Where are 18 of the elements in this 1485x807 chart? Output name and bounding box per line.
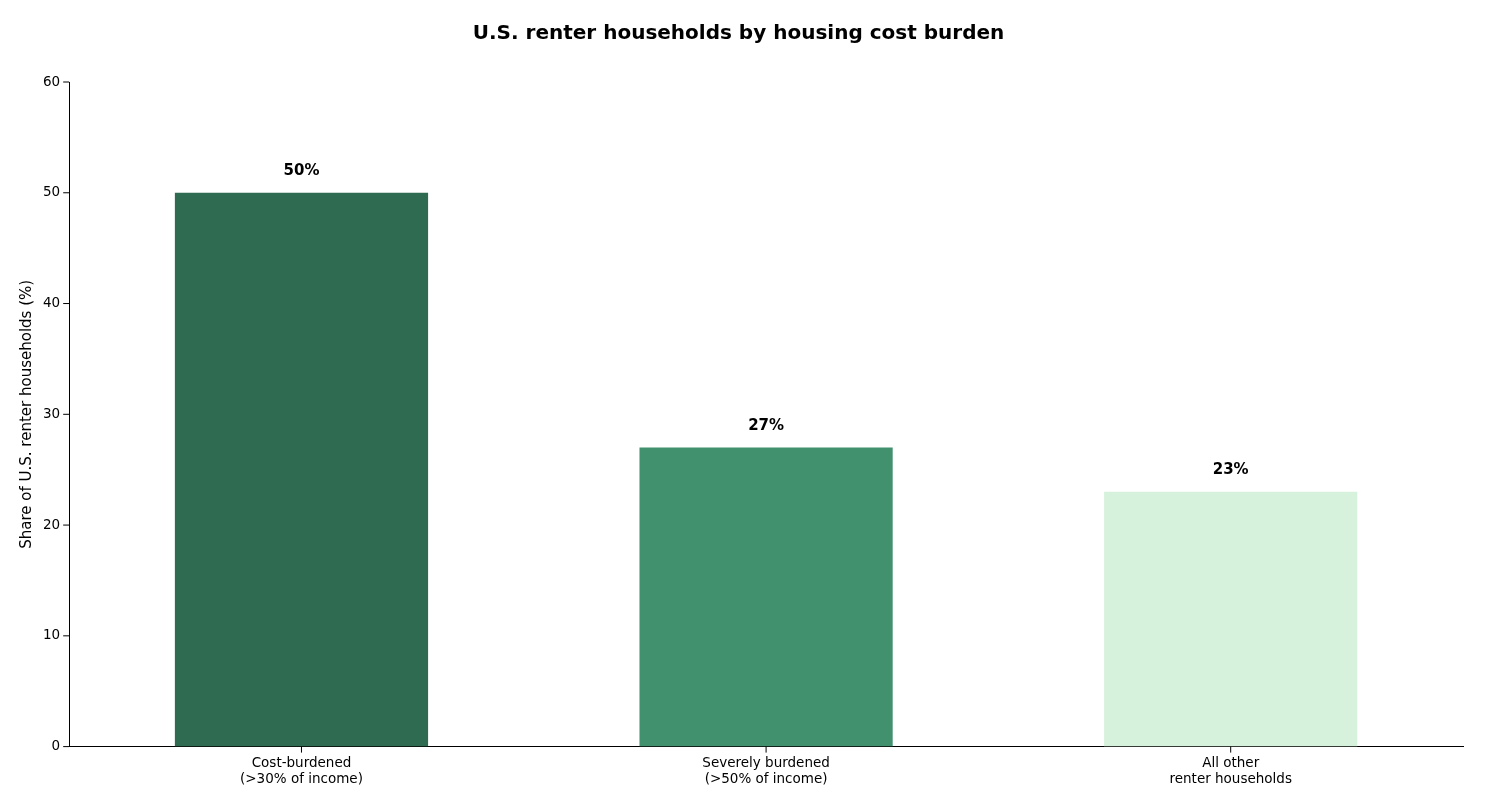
y-tick-label: 60: [42, 72, 61, 89]
x-tick-label: All other renter households: [1169, 754, 1292, 787]
y-tick-label: 10: [42, 626, 61, 643]
bar: [174, 192, 429, 747]
data-label: 50%: [283, 161, 320, 180]
x-tick-label: Cost-burdened (>30% of income): [240, 754, 363, 787]
x-tick-label: Severely burdened (>50% of income): [702, 754, 830, 787]
y-tick-label: 30: [42, 404, 61, 421]
y-tick-label: 40: [42, 294, 61, 311]
data-label: 27%: [748, 415, 785, 434]
y-tick-label: 50: [42, 183, 61, 200]
y-tick-label: 20: [42, 515, 61, 532]
y-axis-title: Share of U.S. renter households (%): [16, 279, 35, 549]
chart-title: U.S. renter households by housing cost burden: [472, 20, 1005, 45]
bar: [639, 447, 893, 747]
data-label: 23%: [1212, 460, 1249, 479]
y-tick-label: 0: [51, 737, 61, 754]
bar: [1104, 491, 1358, 747]
